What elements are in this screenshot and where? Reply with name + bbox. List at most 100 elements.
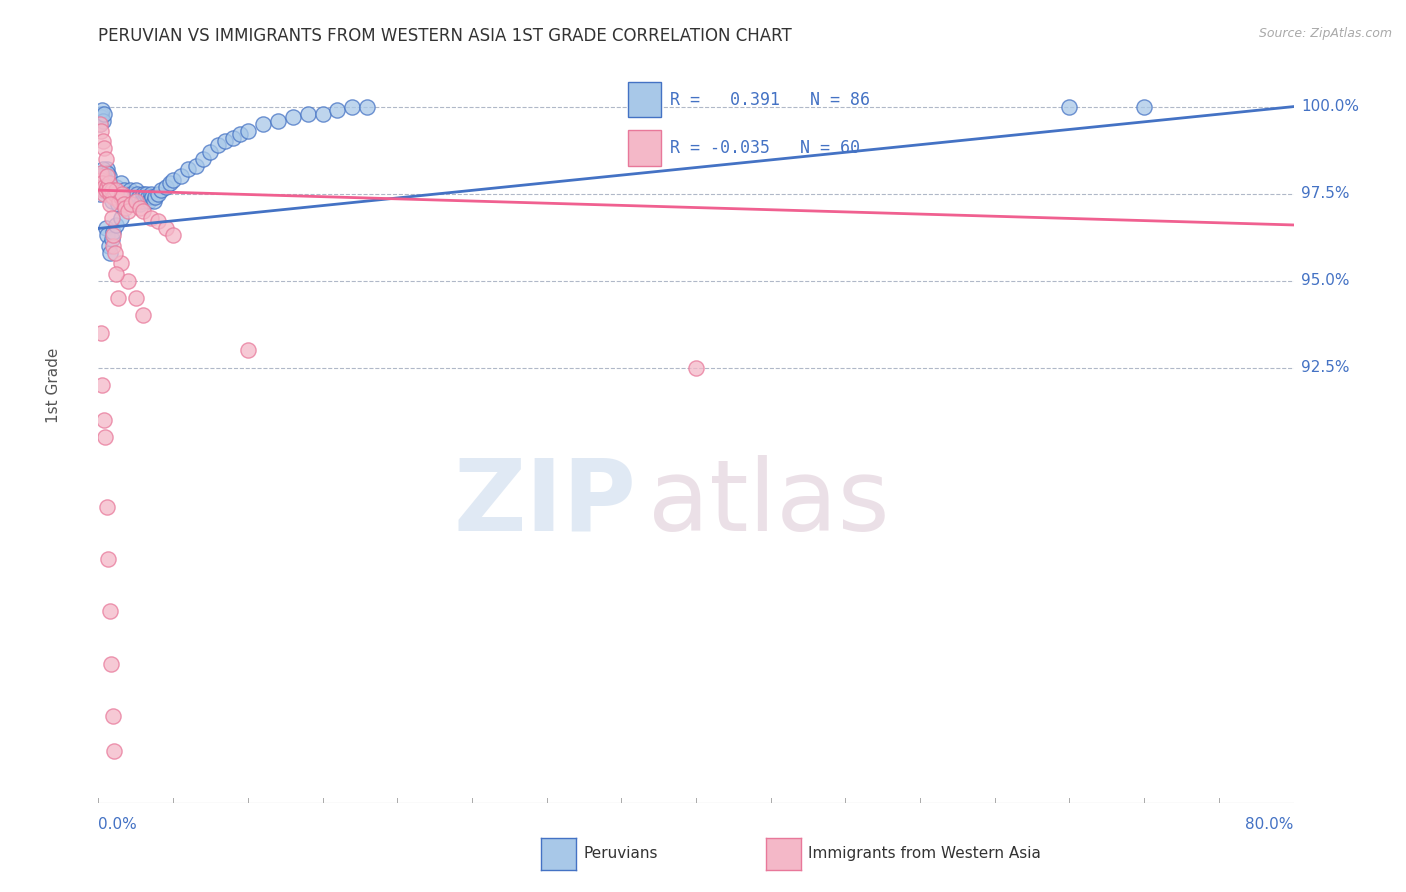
Point <box>96 169 118 184</box>
Point <box>112 183 135 197</box>
Point <box>108 186 131 201</box>
Point <box>214 135 236 149</box>
Text: 95.0%: 95.0% <box>1301 273 1350 288</box>
Point <box>96 228 118 243</box>
Point <box>90 124 112 138</box>
Point <box>281 110 304 124</box>
Text: 0.0%: 0.0% <box>98 817 138 831</box>
Point <box>90 166 112 180</box>
Point <box>97 183 120 197</box>
Point <box>93 179 115 194</box>
Point <box>104 190 127 204</box>
Point <box>90 326 112 340</box>
Point <box>267 113 290 128</box>
Point <box>132 186 155 201</box>
Point <box>91 166 114 180</box>
Point <box>91 135 114 149</box>
Point <box>136 190 159 204</box>
Point <box>93 413 115 427</box>
Point <box>132 309 155 323</box>
Point <box>98 186 122 201</box>
Point <box>252 117 274 131</box>
Point <box>97 176 120 190</box>
Point <box>91 183 114 197</box>
Point <box>90 110 112 124</box>
Point <box>104 245 127 260</box>
Point <box>101 211 124 225</box>
Point <box>98 604 121 618</box>
Point <box>103 228 125 243</box>
Text: 80.0%: 80.0% <box>1246 817 1294 831</box>
Point <box>94 172 117 186</box>
Point <box>108 194 131 208</box>
Point <box>139 211 162 225</box>
Point <box>120 197 142 211</box>
Point <box>93 179 115 194</box>
Point <box>184 159 207 173</box>
Text: Source: ZipAtlas.com: Source: ZipAtlas.com <box>1258 27 1392 40</box>
Point <box>90 172 112 186</box>
Point <box>90 106 112 120</box>
Point <box>98 183 122 197</box>
Point <box>97 169 120 184</box>
Point <box>125 291 148 305</box>
Point <box>1059 100 1081 114</box>
Point <box>96 162 118 177</box>
Point <box>104 186 127 201</box>
Point <box>91 162 114 177</box>
Point <box>111 186 134 201</box>
Point <box>155 179 177 194</box>
Point <box>148 186 170 201</box>
Point <box>124 190 146 204</box>
Point <box>169 169 191 184</box>
Point <box>110 190 132 204</box>
Point <box>105 179 128 194</box>
FancyBboxPatch shape <box>628 82 661 118</box>
Point <box>150 183 173 197</box>
Point <box>101 194 124 208</box>
Point <box>143 190 166 204</box>
Point <box>311 106 333 120</box>
Text: ZIP: ZIP <box>453 455 636 551</box>
Point <box>114 194 136 208</box>
Point <box>103 190 125 204</box>
Point <box>103 225 125 239</box>
Point <box>103 183 125 197</box>
Point <box>93 141 115 155</box>
Point <box>115 186 138 201</box>
Point <box>207 137 229 152</box>
Point <box>120 186 142 201</box>
Text: Peruvians: Peruvians <box>583 847 658 861</box>
Point <box>117 274 139 288</box>
Point <box>105 267 128 281</box>
Point <box>356 100 378 114</box>
Point <box>177 162 200 177</box>
Point <box>93 106 115 120</box>
Point <box>191 152 214 166</box>
Point <box>159 176 181 190</box>
Point <box>155 221 177 235</box>
Point <box>110 176 132 190</box>
Point <box>96 500 118 514</box>
Text: Immigrants from Western Asia: Immigrants from Western Asia <box>808 847 1042 861</box>
Text: R = -0.035   N = 60: R = -0.035 N = 60 <box>671 139 860 157</box>
Point <box>101 232 124 246</box>
Point <box>297 106 319 120</box>
Text: PERUVIAN VS IMMIGRANTS FROM WESTERN ASIA 1ST GRADE CORRELATION CHART: PERUVIAN VS IMMIGRANTS FROM WESTERN ASIA… <box>98 27 792 45</box>
Point <box>141 190 163 204</box>
Point <box>112 197 135 211</box>
Point <box>98 197 122 211</box>
Point <box>111 190 134 204</box>
Point <box>91 113 114 128</box>
Point <box>97 552 120 566</box>
Point <box>135 186 157 201</box>
Point <box>96 179 118 194</box>
Point <box>93 183 115 197</box>
Point <box>97 176 120 190</box>
Point <box>138 194 160 208</box>
Point <box>110 256 132 270</box>
Point <box>107 197 129 211</box>
Point <box>89 176 111 190</box>
Text: 1st Grade: 1st Grade <box>46 347 60 423</box>
Point <box>98 245 122 260</box>
